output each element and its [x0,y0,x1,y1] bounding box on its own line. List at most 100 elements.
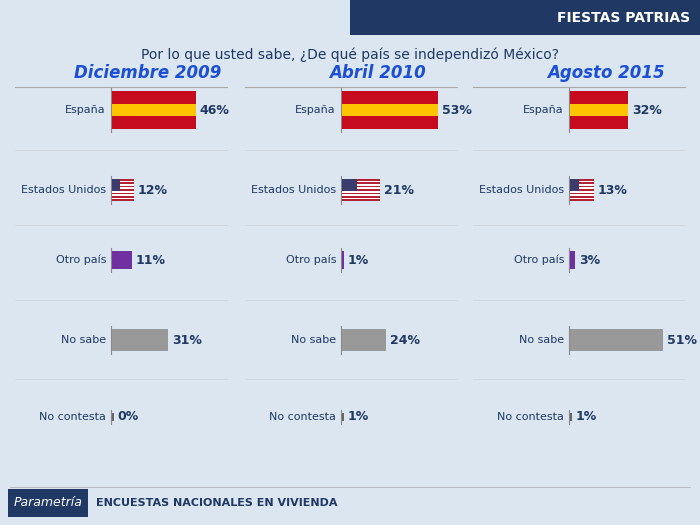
Bar [342,91,438,103]
Bar [570,91,628,103]
Bar [112,197,134,200]
Bar [570,200,594,201]
Bar [342,197,380,200]
Text: Otro país: Otro país [55,255,106,265]
Bar [342,191,380,193]
Text: No sabe: No sabe [291,335,336,345]
Text: Diciembre 2009: Diciembre 2009 [74,64,221,82]
Bar [570,191,594,193]
Text: 53%: 53% [442,103,472,117]
Text: 1%: 1% [576,411,597,424]
Bar [342,329,386,351]
Text: 46%: 46% [199,103,230,117]
Bar [570,193,594,194]
Text: 51%: 51% [666,333,696,346]
Bar [342,193,380,194]
Bar [112,179,134,181]
Bar [112,179,120,191]
Text: 13%: 13% [598,184,627,196]
Bar [342,251,344,269]
Bar [342,200,380,201]
Text: 3%: 3% [580,254,601,267]
Bar [570,182,594,184]
Bar [342,179,380,181]
Bar [112,187,134,189]
Bar [112,181,134,182]
Text: 12%: 12% [138,184,168,196]
Bar [570,184,594,186]
Text: No sabe: No sabe [519,335,564,345]
Bar [112,189,134,191]
Bar [112,329,169,351]
Bar [8,489,88,517]
Bar [112,117,195,129]
Bar [342,181,380,182]
Bar [570,194,594,196]
Bar [112,413,114,421]
Text: España: España [295,105,336,115]
Bar [570,197,594,200]
Text: Estados Unidos: Estados Unidos [21,185,106,195]
Text: 32%: 32% [632,103,662,117]
Text: 31%: 31% [172,333,202,346]
Text: FIESTAS PATRIAS: FIESTAS PATRIAS [557,11,690,25]
Text: Abril 2010: Abril 2010 [329,64,426,82]
Text: 21%: 21% [384,184,414,196]
Bar [112,200,134,201]
Bar [350,0,700,35]
Bar [570,251,575,269]
Text: No contesta: No contesta [39,412,106,422]
Bar [342,182,380,184]
Text: Por lo que usted sabe, ¿De qué país se independizó México?: Por lo que usted sabe, ¿De qué país se i… [141,48,559,62]
Text: 1%: 1% [348,411,369,424]
Bar [112,196,134,197]
Bar [112,184,134,186]
Text: Estados Unidos: Estados Unidos [251,185,336,195]
Bar [112,182,134,184]
Text: España: España [524,105,564,115]
Text: No contesta: No contesta [269,412,336,422]
Bar [570,186,594,187]
Bar [570,413,572,421]
Bar [112,91,195,103]
Bar [112,251,132,269]
Text: 24%: 24% [390,333,419,346]
Bar [112,103,195,117]
Bar [570,181,594,182]
Bar [342,194,380,196]
Text: No contesta: No contesta [497,412,564,422]
Text: Otro país: Otro país [514,255,564,265]
Bar [342,117,438,129]
Bar [342,413,344,421]
Text: Agosto 2015: Agosto 2015 [547,64,664,82]
Bar [570,179,594,181]
Bar [570,329,663,351]
Text: Estados Unidos: Estados Unidos [479,185,564,195]
Polygon shape [350,0,370,35]
Bar [112,193,134,194]
Text: España: España [65,105,106,115]
Bar [570,189,594,191]
Bar [570,103,628,117]
Bar [342,189,380,191]
Bar [112,194,134,196]
Text: Otro país: Otro país [286,255,336,265]
Text: Parametría: Parametría [13,497,83,509]
Bar [342,103,438,117]
Bar [570,196,594,197]
Text: 0%: 0% [117,411,139,424]
Text: 11%: 11% [136,254,166,267]
Bar [342,186,380,187]
Bar [342,187,380,189]
Bar [570,187,594,189]
Text: ENCUESTAS NACIONALES EN VIVIENDA: ENCUESTAS NACIONALES EN VIVIENDA [96,498,337,508]
Bar [112,186,134,187]
Bar [342,179,356,191]
Text: 1%: 1% [348,254,369,267]
Text: No sabe: No sabe [61,335,106,345]
Bar [342,196,380,197]
Bar [570,179,579,191]
Bar [342,184,380,186]
Bar [112,191,134,193]
Bar [570,117,628,129]
